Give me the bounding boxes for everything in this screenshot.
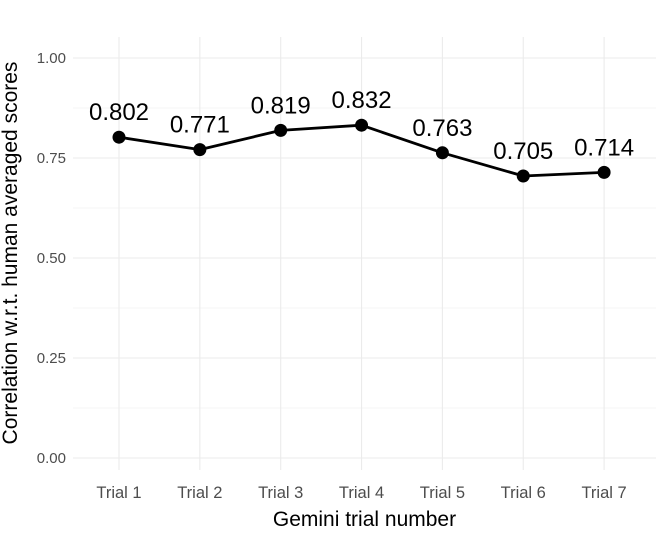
data-point xyxy=(274,123,288,137)
data-point xyxy=(193,143,207,157)
x-tick-label: Trial 3 xyxy=(258,484,303,502)
x-tick-label: Trial 1 xyxy=(96,484,141,502)
x-tick-label: Trial 4 xyxy=(339,484,384,502)
data-point xyxy=(516,169,530,183)
data-point-label: 0.763 xyxy=(412,115,472,142)
y-tick-label: 0.75 xyxy=(37,150,66,167)
y-axis-title: Correlation w.r.t. human averaged scores xyxy=(0,62,22,445)
x-axis-title: Gemini trial number xyxy=(273,508,456,531)
chart-layer: 0.802 0.771 0.819 0.832 0.763 0.705 0.714 0.00 0… xyxy=(37,37,656,502)
data-point-label: 0.705 xyxy=(493,138,553,165)
data-point-label: 0.714 xyxy=(574,134,634,161)
data-point xyxy=(355,118,369,132)
x-tick-label: Trial 6 xyxy=(501,484,546,502)
x-tick-label: Trial 5 xyxy=(420,484,465,502)
data-point-label: 0.819 xyxy=(251,92,311,119)
y-tick-label: 0.50 xyxy=(37,250,66,267)
data-point-label: 0.771 xyxy=(170,112,230,139)
y-tick-label: 1.00 xyxy=(37,50,66,67)
data-point xyxy=(597,165,611,179)
x-tick-label: Trial 7 xyxy=(581,484,626,502)
data-point xyxy=(112,130,126,144)
x-tick-label: Trial 2 xyxy=(177,484,222,502)
data-point xyxy=(435,146,449,160)
data-point-label: 0.832 xyxy=(332,87,392,114)
y-tick-label: 0.00 xyxy=(37,450,66,467)
data-point-label: 0.802 xyxy=(89,99,149,126)
y-tick-label: 0.25 xyxy=(37,350,66,367)
